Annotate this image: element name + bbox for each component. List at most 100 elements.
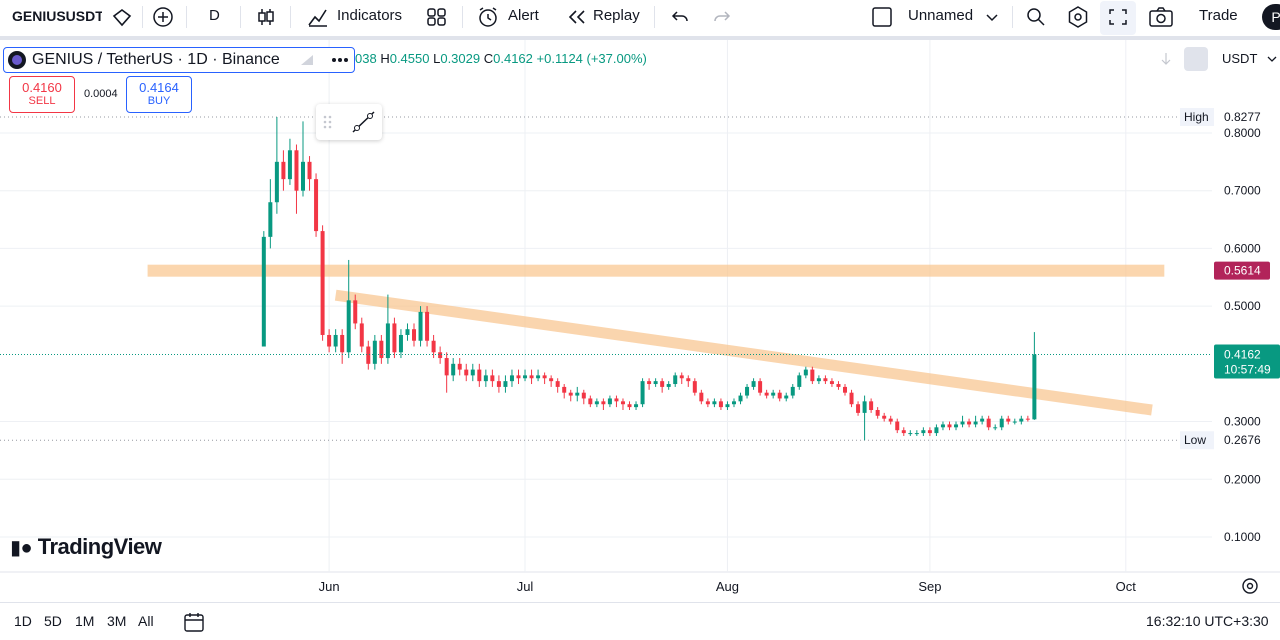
- interval-button[interactable]: D: [209, 7, 220, 24]
- candle-body: [483, 375, 488, 382]
- y-tick-label: 0.7000: [1224, 184, 1261, 198]
- symbol-legend[interactable]: GENIUS / TetherUS · 1D · Binance: [3, 47, 355, 73]
- lock-scale[interactable]: [1184, 47, 1208, 71]
- layout-name[interactable]: Unnamed: [908, 7, 974, 24]
- currency-menu[interactable]: [1266, 53, 1278, 65]
- candle-body: [666, 384, 671, 387]
- candle-body: [509, 375, 514, 382]
- indicators-icon: [308, 9, 327, 27]
- timezone-settings[interactable]: [1241, 577, 1259, 595]
- candle-body: [901, 430, 906, 434]
- candle-body: [314, 179, 319, 232]
- candle-body: [327, 334, 332, 347]
- candle-body: [294, 150, 299, 191]
- candle-body: [627, 404, 632, 408]
- templates-icon[interactable]: [425, 5, 449, 39]
- candle-body: [438, 352, 443, 359]
- candle-body: [268, 202, 273, 237]
- fullscreen-button[interactable]: [1100, 1, 1136, 35]
- candle-body: [856, 404, 861, 413]
- range-button[interactable]: All: [138, 613, 154, 629]
- candle-body: [588, 398, 593, 405]
- range-button[interactable]: 5D: [44, 613, 62, 629]
- symbol-title: GENIUS / TetherUS · 1D · Binance: [32, 51, 280, 68]
- range-button[interactable]: 1D: [14, 613, 32, 629]
- add-symbol[interactable]: [151, 5, 175, 39]
- y-tick-label: 0.2000: [1224, 472, 1261, 486]
- candle-body: [758, 381, 763, 393]
- range-button[interactable]: 1M: [75, 613, 95, 629]
- candle-body: [581, 392, 586, 399]
- candle-body: [536, 375, 541, 379]
- open-value: 038: [355, 51, 377, 66]
- horizontal-zone: [147, 264, 1165, 277]
- extreme-label: High: [1184, 110, 1209, 124]
- candle-body: [673, 375, 678, 385]
- candle-body: [797, 375, 802, 387]
- separator: [462, 6, 463, 28]
- redo-button[interactable]: [710, 5, 734, 39]
- currency-button[interactable]: USDT: [1222, 51, 1258, 66]
- candle-body: [947, 424, 952, 428]
- candle-body: [875, 409, 880, 416]
- extreme-label: Low: [1184, 433, 1206, 447]
- candle-body: [1012, 421, 1017, 423]
- brand-name: TradingView: [37, 534, 162, 559]
- candle-body: [784, 395, 789, 399]
- candle-body: [862, 401, 867, 413]
- symbol-search[interactable]: GENIUSUSDT: [12, 8, 102, 24]
- candle-body: [412, 329, 417, 341]
- alert-button[interactable]: Alert: [508, 7, 539, 24]
- candle-body: [620, 401, 625, 405]
- candle-body: [425, 311, 430, 341]
- buy-button[interactable]: 0.4164 BUY: [126, 76, 192, 113]
- candle-body: [679, 375, 684, 379]
- candle-body: [934, 427, 939, 434]
- more-button[interactable]: [330, 54, 350, 66]
- y-tick-label: 0.3000: [1224, 415, 1261, 429]
- indicators-button[interactable]: Indicators: [337, 7, 403, 24]
- candle-body: [281, 161, 286, 180]
- settings-icon[interactable]: [1066, 5, 1090, 39]
- bottom-toolbar: 16:32:10 UTC+3:30 1D 5D 1M 3M All: [0, 602, 1280, 640]
- candle-body: [562, 386, 567, 393]
- sell-price: 0.4160: [22, 80, 62, 95]
- drawing-toolbar[interactable]: [316, 104, 382, 140]
- replay-button[interactable]: Replay: [593, 7, 640, 24]
- price-axis: [1212, 40, 1280, 602]
- candle-body: [699, 392, 704, 402]
- high-value: 0.4550: [389, 51, 430, 66]
- scroll-down[interactable]: [1158, 51, 1174, 67]
- candle-body: [1032, 354, 1037, 420]
- candle-body: [392, 323, 397, 353]
- candle-body: [464, 369, 469, 376]
- date-range-icon[interactable]: [183, 611, 205, 633]
- trade-button[interactable]: Trade: [1199, 7, 1238, 24]
- candle-body: [301, 161, 305, 191]
- x-tick-label: Aug: [716, 579, 739, 594]
- candle-body: [274, 161, 279, 203]
- candle-body: [379, 340, 384, 359]
- quick-search[interactable]: [1024, 5, 1048, 39]
- layout-menu[interactable]: [984, 5, 1000, 39]
- snapshot-button[interactable]: [1148, 5, 1174, 39]
- candle-body: [366, 346, 371, 364]
- chart-type-icon[interactable]: [254, 5, 278, 39]
- user-avatar[interactable]: P: [1262, 4, 1280, 30]
- candle-body: [647, 381, 652, 385]
- candle-body: [692, 381, 697, 393]
- candle-body: [973, 421, 978, 425]
- favorite-icon[interactable]: [110, 6, 134, 40]
- range-button[interactable]: 3M: [107, 613, 127, 629]
- sell-button[interactable]: 0.4160 SELL: [9, 76, 75, 113]
- undo-button[interactable]: [668, 5, 692, 39]
- candle-body: [457, 363, 462, 370]
- candle-body: [287, 150, 292, 180]
- buy-price: 0.4164: [139, 80, 179, 95]
- last-price-label: 0.4162: [1224, 347, 1261, 361]
- candle-body: [1019, 418, 1024, 422]
- candle-body: [594, 401, 599, 405]
- y-tick-label: 0.5000: [1224, 299, 1261, 313]
- candle-body: [725, 404, 730, 408]
- sell-label: SELL: [28, 95, 56, 107]
